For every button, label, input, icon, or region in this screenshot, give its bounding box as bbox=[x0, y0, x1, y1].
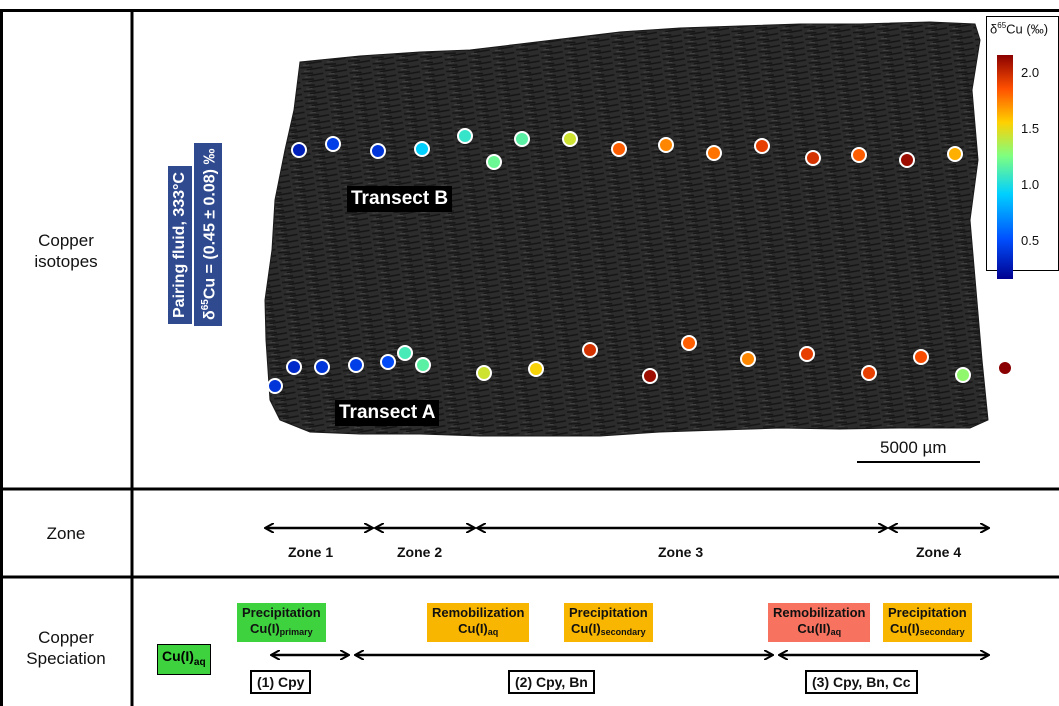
sample-image bbox=[264, 21, 989, 437]
transect-b-point bbox=[414, 141, 430, 157]
transect-a-point bbox=[740, 351, 756, 367]
transect-b-point bbox=[851, 147, 867, 163]
species-main: Cu(I) bbox=[458, 621, 488, 636]
row-label-line: Speciation bbox=[26, 649, 106, 668]
pairing-fluid-label-line1: Pairing fluid, 333°C bbox=[168, 166, 192, 324]
delta-symbol: δ bbox=[990, 21, 998, 37]
zone-1-label: Zone 1 bbox=[288, 544, 334, 560]
process-title: Precipitation bbox=[888, 605, 967, 620]
initial-cu-aq-box: Cu(I)aq bbox=[157, 644, 211, 675]
process-title: Precipitation bbox=[569, 605, 648, 620]
colorbar bbox=[997, 55, 1013, 279]
row-label-copper-speciation: Copper Speciation bbox=[0, 627, 132, 669]
remobilization-cu2-box: Remobilization Cu(II)aq bbox=[768, 603, 871, 642]
transect-b-point bbox=[370, 143, 386, 159]
precipitation-secondary-box-2: Precipitation Cu(I)secondary bbox=[883, 603, 972, 642]
process-title: Remobilization bbox=[432, 605, 525, 620]
precipitation-primary-box: Precipitation Cu(I)primary bbox=[237, 603, 326, 642]
transect-a-point bbox=[476, 365, 492, 381]
species-sub: secondary bbox=[600, 627, 646, 637]
transect-a-point bbox=[267, 378, 283, 394]
transect-a-point bbox=[528, 361, 544, 377]
legend-unit: Cu (‰) bbox=[1006, 21, 1049, 37]
transect-b-point bbox=[325, 136, 341, 152]
transect-b-point bbox=[658, 137, 674, 153]
transect-a-point bbox=[582, 342, 598, 358]
legend-tick: 1.0 bbox=[1021, 177, 1040, 192]
transect-b-point bbox=[805, 150, 821, 166]
species-main: Cu(I) bbox=[162, 648, 194, 664]
pairing-fluid-label-line2: δ65Cu = (0.45 ± 0.08) ‰ bbox=[194, 142, 223, 326]
transect-b-point bbox=[457, 128, 473, 144]
zone-3-label: Zone 3 bbox=[658, 544, 704, 560]
transect-a-point bbox=[415, 357, 431, 373]
transect-b-point bbox=[514, 131, 530, 147]
precipitation-secondary-box: Precipitation Cu(I)secondary bbox=[564, 603, 653, 642]
pairing-fluid-value: Cu = (0.45 ± 0.08) ‰ bbox=[201, 148, 219, 300]
transect-a-label: Transect A bbox=[335, 400, 440, 426]
transect-a-point bbox=[642, 368, 658, 384]
species-main: Cu(I) bbox=[571, 621, 601, 636]
transect-b-label: Transect B bbox=[347, 186, 453, 212]
process-title: Precipitation bbox=[242, 605, 321, 620]
transect-a-point bbox=[286, 359, 302, 375]
transect-b-point bbox=[899, 152, 915, 168]
zone-4-label: Zone 4 bbox=[916, 544, 962, 560]
delta-symbol: δ bbox=[201, 310, 219, 320]
process-title: Remobilization bbox=[773, 605, 866, 620]
transect-a-point bbox=[348, 357, 364, 373]
transect-b-point bbox=[706, 145, 722, 161]
legend-title: δ65Cu (‰) bbox=[990, 21, 1048, 36]
transect-a-point bbox=[380, 354, 396, 370]
transect-a-point bbox=[997, 360, 1013, 376]
species-sub: aq bbox=[193, 656, 206, 668]
color-legend: δ65Cu (‰) 2.0 1.5 1.0 0.5 bbox=[986, 16, 1059, 279]
transect-b-point bbox=[947, 146, 963, 162]
pairing-fluid-text: Pairing fluid, 333°C bbox=[171, 172, 188, 318]
transect-a-point bbox=[955, 367, 971, 383]
transect-a-point bbox=[314, 359, 330, 375]
species-sub: secondary bbox=[919, 627, 965, 637]
row-label-line: Copper bbox=[38, 628, 94, 647]
transect-a-point bbox=[681, 335, 697, 351]
transect-a-point bbox=[799, 346, 815, 362]
transect-b-point bbox=[562, 131, 578, 147]
species-sub: aq bbox=[830, 627, 842, 637]
row-label-copper-isotopes: Copper isotopes bbox=[0, 230, 132, 272]
row-label-line: isotopes bbox=[34, 252, 98, 271]
transect-b-point bbox=[486, 154, 502, 170]
species-sub: aq bbox=[487, 627, 499, 637]
transect-a-point bbox=[913, 349, 929, 365]
species-sub: primary bbox=[279, 627, 313, 637]
transect-a-point bbox=[861, 365, 877, 381]
zone-2-label: Zone 2 bbox=[397, 544, 443, 560]
species-main: Cu(II) bbox=[797, 621, 831, 636]
legend-tick: 0.5 bbox=[1021, 233, 1040, 248]
mineral-stage-3: (3) Cpy, Bn, Cc bbox=[805, 670, 918, 694]
transect-b-point bbox=[291, 142, 307, 158]
species-main: Cu(I) bbox=[250, 621, 280, 636]
mineral-stage-1: (1) Cpy bbox=[250, 670, 312, 694]
legend-tick: 2.0 bbox=[1021, 65, 1040, 80]
row-label-zone: Zone bbox=[0, 523, 132, 544]
scale-bar-label: 5000 µm bbox=[880, 438, 947, 457]
species-main: Cu(I) bbox=[890, 621, 920, 636]
row-label-line: Copper bbox=[38, 231, 94, 250]
legend-tick: 1.5 bbox=[1021, 121, 1040, 136]
isotope-superscript: 65 bbox=[997, 21, 1007, 30]
transect-b-point bbox=[611, 141, 627, 157]
transect-b-point bbox=[754, 138, 770, 154]
transect-a-point bbox=[397, 345, 413, 361]
remobilization-aq-box: Remobilization Cu(I)aq bbox=[427, 603, 530, 642]
outer-border bbox=[0, 9, 1059, 706]
row-label-line: Zone bbox=[46, 524, 86, 543]
mineral-stage-2: (2) Cpy, Bn bbox=[508, 670, 595, 694]
isotope-superscript: 65 bbox=[200, 299, 211, 311]
